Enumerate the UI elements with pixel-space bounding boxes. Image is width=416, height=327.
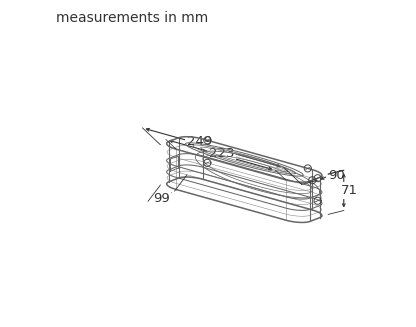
Text: 249: 249 <box>187 134 212 147</box>
Text: 71: 71 <box>341 184 358 197</box>
Text: 223: 223 <box>208 147 234 160</box>
Text: measurements in mm: measurements in mm <box>56 11 208 25</box>
Text: 90: 90 <box>328 169 345 182</box>
Text: 99: 99 <box>153 192 170 205</box>
